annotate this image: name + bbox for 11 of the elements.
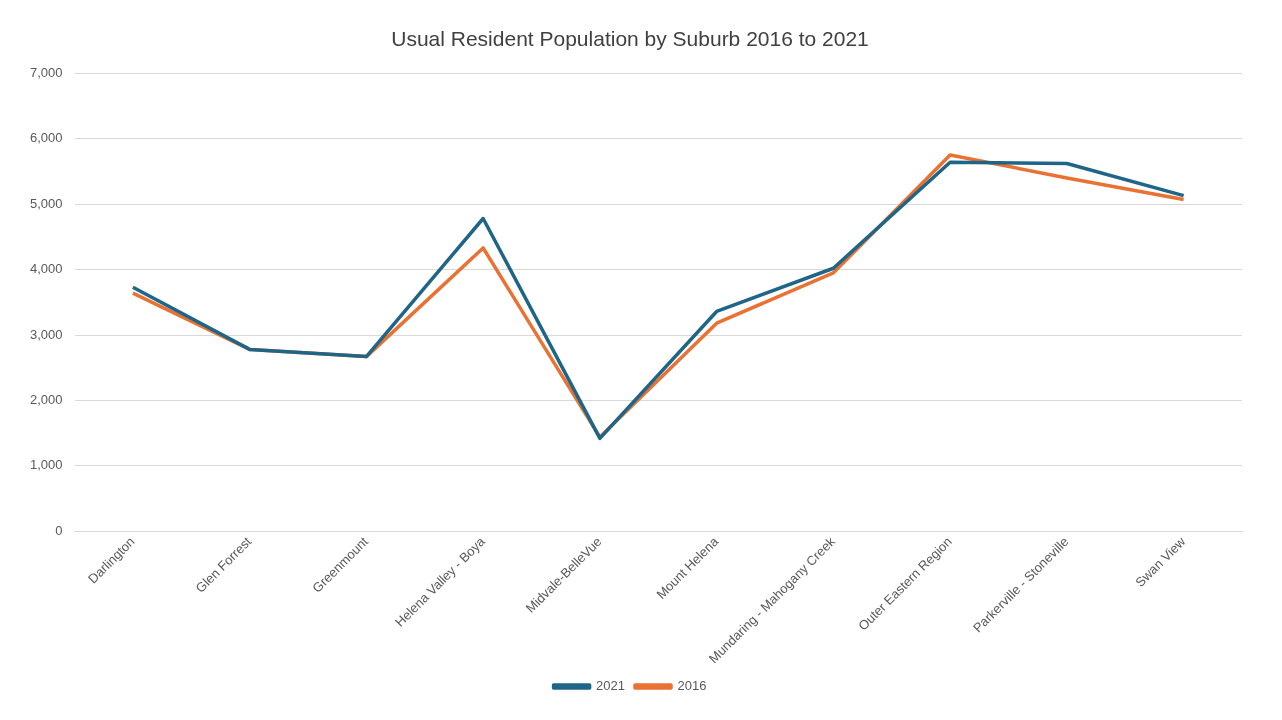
y-tick-label: 0 xyxy=(55,522,63,538)
legend-label: 2016 xyxy=(677,678,707,694)
y-tick-label: 3,000 xyxy=(29,326,63,342)
legend-label: 2021 xyxy=(596,678,625,694)
y-tick-label: 6,000 xyxy=(29,130,63,146)
y-tick-label: 5,000 xyxy=(29,195,63,211)
y-tick-label: 2,000 xyxy=(29,392,63,408)
chart-title: Usual Resident Population by Suburb 2016 to 2021 xyxy=(391,27,869,51)
y-tick-label: 4,000 xyxy=(29,261,63,277)
y-tick-label: 7,000 xyxy=(29,64,63,80)
y-tick-label: 1,000 xyxy=(29,457,63,473)
